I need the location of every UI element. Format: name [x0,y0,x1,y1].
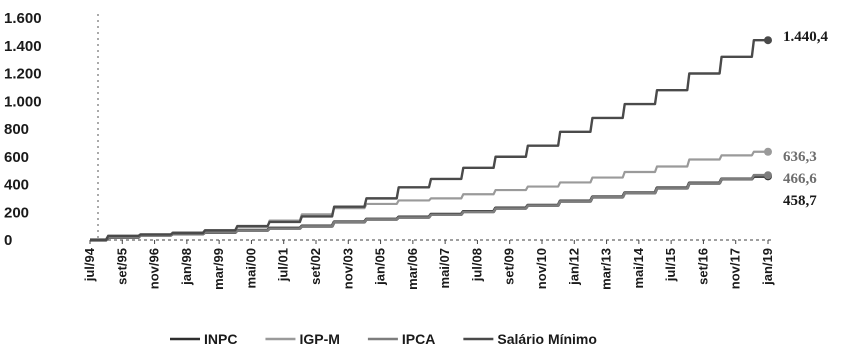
x-tick-label: mar/06 [405,248,420,290]
legend-label: Salário Mínimo [497,331,597,347]
y-tick-label: 800 [4,121,29,138]
x-tick-label: nov/03 [340,248,355,289]
x-tick-label: jul/15 [663,248,678,282]
series-end-point [764,171,772,180]
x-tick-label: jan/19 [760,248,775,286]
legend-label: INPC [204,331,237,347]
y-tick-label: 0 [4,232,12,249]
y-tick-label: 1.400 [4,38,42,55]
x-tick-label: mai/14 [631,247,646,288]
x-tick-label: set/95 [114,248,129,285]
end-value-label: 1.440,4 [783,29,829,45]
x-tick-label: mar/13 [599,248,614,290]
legend: INPC IGP-M IPCA Salário Mínimo [170,331,597,347]
x-axis: jul/94 set/95 nov/96 jan/98 mar/99 mai/00 jul/… [82,239,775,290]
x-tick-label: mai/07 [437,248,452,288]
legend-label: IGP-M [299,331,339,347]
x-tick-label: nov/96 [147,248,162,289]
x-tick-label: mai/00 [243,248,258,288]
series-line-sal-rio-m-nimo [90,39,768,242]
x-tick-label: set/09 [502,248,517,285]
y-tick-label: 1.000 [4,93,42,110]
y-tick-label: 400 [4,177,29,194]
x-tick-label: jul/01 [276,248,291,282]
series-lines [90,36,772,242]
series-line-igp-m [90,150,768,242]
series-end-point [764,36,772,45]
x-tick-label: jan/98 [179,248,194,286]
x-tick-label: set/02 [308,248,323,285]
x-tick-label: mar/99 [211,248,226,290]
x-tick-label: jul/08 [469,248,484,282]
x-tick-label: jul/94 [82,247,97,282]
x-tick-label: nov/10 [534,248,549,289]
y-tick-label: 600 [4,149,29,166]
x-tick-label: set/16 [695,248,710,285]
y-tick-label: 1.200 [4,66,42,83]
x-tick-label: jan/05 [373,248,388,286]
end-labels: 458,7 636,3 466,6 1.440,4 [783,29,829,209]
y-tick-label: 200 [4,204,29,221]
y-tick-label: 1.600 [4,10,42,27]
x-tick-label: jan/12 [566,248,581,286]
x-tick-label: nov/17 [728,248,743,289]
end-value-label: 458,7 [783,193,817,209]
legend-label: IPCA [402,331,435,347]
end-value-label: 636,3 [783,149,817,165]
series-end-point [764,147,772,156]
y-axis: 1.600 1.400 1.200 1.000 800 600 400 200 0 [4,10,99,249]
end-value-label: 466,6 [783,171,817,187]
